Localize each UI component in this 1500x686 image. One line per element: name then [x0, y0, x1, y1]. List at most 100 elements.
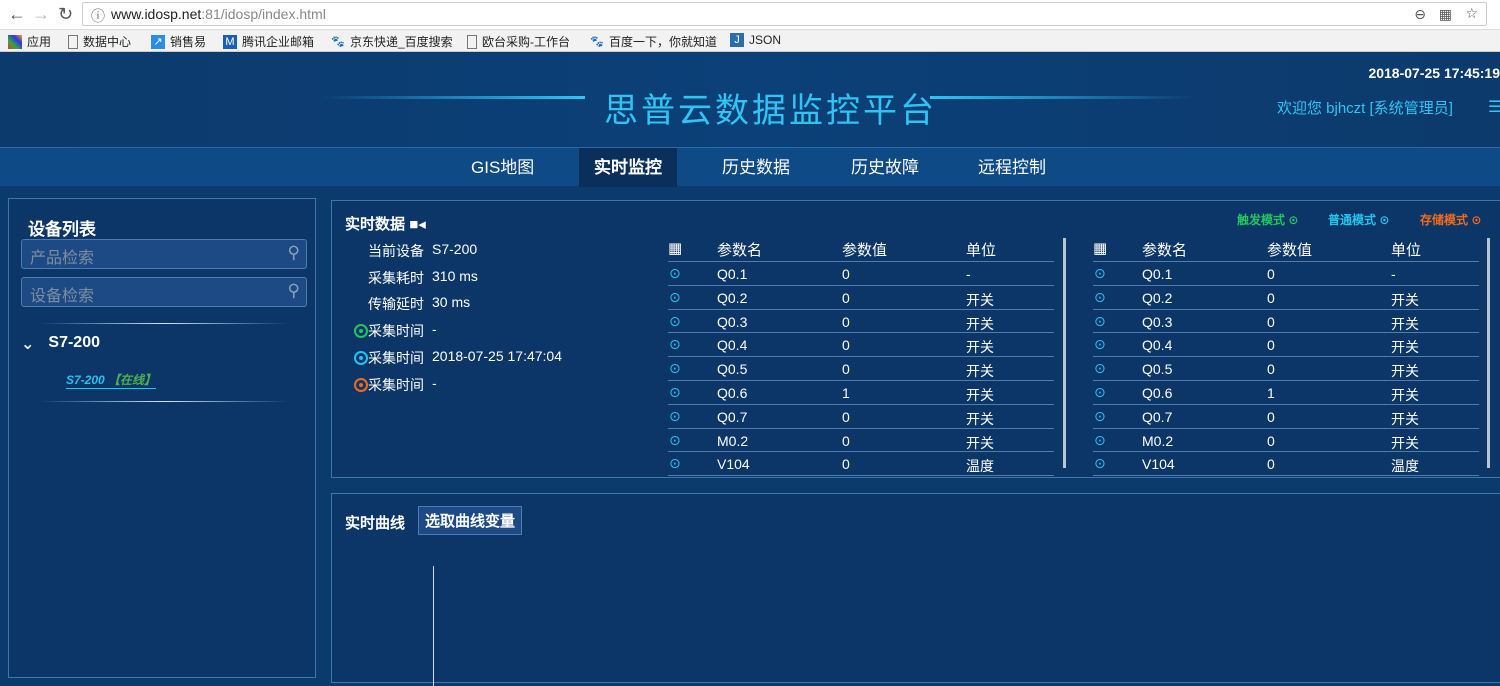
nav-gis-map[interactable]: GIS地图: [471, 158, 535, 177]
address-bar[interactable]: ⓘ www.idosp.net:81/idosp/index.html ⊖ ▦ …: [82, 2, 1487, 26]
param-value: 0: [842, 456, 850, 473]
url-host: www.idosp.net: [111, 6, 202, 22]
target-icon[interactable]: ⊙: [669, 455, 681, 472]
table-row[interactable]: ⊙ Q0.6 1 开关: [1093, 381, 1479, 405]
target-icon[interactable]: ⊙: [669, 407, 681, 424]
divider: [39, 323, 289, 324]
bookmark-item[interactable]: ↗ 销售易: [151, 33, 206, 50]
mode-trigger[interactable]: 触发模式 ⊙: [1237, 211, 1298, 228]
info-value: -: [432, 374, 437, 391]
param-name: M0.2: [717, 432, 749, 449]
status-dot-icon: [354, 377, 368, 392]
search-icon[interactable]: ⚲: [287, 281, 300, 300]
bookmark-label: 销售易: [170, 35, 207, 49]
forward-icon[interactable]: →: [32, 4, 50, 24]
col-value: 参数值: [842, 242, 888, 259]
target-icon[interactable]: ⊙: [669, 431, 681, 448]
reload-icon[interactable]: ↻: [58, 4, 74, 24]
table-row[interactable]: ⊙ Q0.5 0 开关: [1093, 357, 1479, 381]
param-value: 0: [1267, 337, 1275, 354]
param-value: 0: [842, 313, 850, 330]
table-row[interactable]: ⊙ M0.2 0 开关: [1093, 429, 1479, 453]
nav-history-data[interactable]: 历史数据: [722, 158, 790, 177]
welcome-user[interactable]: 欢迎您 bjhczt [系统管理员]: [1277, 100, 1453, 117]
mode-normal[interactable]: 普通模式 ⊙: [1328, 211, 1389, 228]
table-row[interactable]: ⊙ Q0.7 0 开关: [1093, 405, 1479, 429]
param-value: 0: [1267, 432, 1275, 449]
table-row[interactable]: ⊙ Q0.1 0 -: [1093, 262, 1479, 286]
target-icon[interactable]: ⊙: [1094, 360, 1106, 377]
table-row[interactable]: ⊙ Q0.4 0 开关: [1093, 333, 1479, 358]
grid-icon[interactable]: ▦: [1093, 240, 1108, 257]
target-icon[interactable]: ⊙: [1094, 265, 1106, 281]
zoom-icon[interactable]: ⊖: [1414, 6, 1426, 22]
param-unit: 开关: [1391, 339, 1419, 356]
param-unit: 开关: [966, 339, 994, 356]
nav-remote-control[interactable]: 远程控制: [978, 158, 1046, 177]
table-row[interactable]: ⊙ Q0.1 0 -: [668, 262, 1054, 286]
product-search-input[interactable]: 产品检索 ⚲: [21, 239, 307, 269]
target-icon[interactable]: ⊙: [1094, 383, 1106, 400]
table-row[interactable]: ⊙ V104 0 温度: [668, 452, 1054, 477]
bookmark-item[interactable]: M 腾讯企业邮箱: [223, 33, 314, 50]
star-icon[interactable]: ☆: [1465, 5, 1478, 21]
target-icon[interactable]: ⊙: [669, 336, 681, 353]
target-icon[interactable]: ⊙: [1094, 455, 1106, 472]
bookmark-label: JSON: [749, 33, 782, 47]
grid-icon[interactable]: ▦: [668, 240, 683, 257]
param-unit: 开关: [1391, 410, 1419, 427]
param-value: 1: [1267, 384, 1275, 401]
bookmark-label: 欧台采购-工作台: [482, 35, 570, 49]
param-name: V104: [1142, 456, 1175, 473]
mode-storage[interactable]: 存储模式 ⊙: [1420, 211, 1481, 228]
nav-history-faults[interactable]: 历史故障: [851, 158, 919, 177]
table-row[interactable]: ⊙ Q0.3 0 开关: [668, 310, 1054, 334]
device-search-input[interactable]: 设备检索 ⚲: [21, 277, 307, 307]
bookmark-item[interactable]: 🐾 百度一下，你就知道: [590, 33, 717, 50]
translate-icon[interactable]: ▦: [1438, 6, 1452, 22]
bookmark-item[interactable]: 数据中心: [68, 33, 131, 50]
table-row[interactable]: ⊙ Q0.5 0 开关: [668, 357, 1054, 381]
info-value: 310 ms: [432, 267, 478, 284]
bookmark-item[interactable]: 🐾 京东快递_百度搜索: [331, 33, 453, 50]
video-camera-icon[interactable]: ■◂: [409, 216, 426, 233]
target-icon[interactable]: ⊙: [1094, 288, 1106, 305]
menu-icon[interactable]: ☰: [1488, 99, 1500, 116]
target-icon[interactable]: ⊙: [669, 312, 681, 329]
device-list-panel: 设备列表 产品检索 ⚲ 设备检索 ⚲ ⌄ S7-200 S7-200 【在线】: [8, 198, 316, 678]
table-row[interactable]: ⊙ Q0.7 0 开关: [668, 405, 1054, 429]
target-icon[interactable]: ⊙: [1094, 431, 1106, 448]
table-row[interactable]: ⊙ Q0.4 0 开关: [668, 333, 1054, 358]
bookmark-apps[interactable]: 应用: [8, 33, 51, 50]
bookmark-item[interactable]: 欧台采购-工作台: [467, 33, 570, 50]
select-curve-variables-button[interactable]: 选取曲线变量: [418, 506, 523, 535]
table-row[interactable]: ⊙ Q0.6 1 开关: [668, 381, 1054, 405]
realtime-curve-panel: 实时曲线 选取曲线变量: [331, 493, 1500, 686]
target-icon[interactable]: ⊙: [1094, 336, 1106, 353]
param-unit: -: [1391, 266, 1396, 282]
device-item-s7-200[interactable]: S7-200 【在线】: [66, 371, 157, 389]
table-row[interactable]: ⊙ V104 0 温度: [1093, 452, 1479, 477]
back-icon[interactable]: ←: [8, 4, 26, 24]
target-icon[interactable]: ⊙: [1094, 312, 1106, 329]
app-header: 思普云数据监控平台 2018-07-25 17:45:19 欢迎您 bjhczt…: [0, 53, 1500, 147]
scrollbar[interactable]: [1063, 238, 1066, 468]
device-group-s7-200[interactable]: ⌄ S7-200: [21, 334, 100, 354]
search-icon[interactable]: ⚲: [287, 243, 300, 262]
scrollbar[interactable]: [1487, 238, 1490, 468]
table-row[interactable]: ⊙ Q0.2 0 开关: [1093, 286, 1479, 310]
table-row[interactable]: ⊙ Q0.2 0 开关: [668, 286, 1054, 310]
target-icon[interactable]: ⊙: [669, 360, 681, 377]
target-icon[interactable]: ⊙: [669, 383, 681, 400]
info-value: S7-200: [432, 241, 478, 257]
bookmark-label: 百度一下，你就知道: [609, 35, 718, 49]
target-icon[interactable]: ⊙: [1094, 407, 1106, 424]
param-value: 0: [842, 289, 850, 306]
table-row[interactable]: ⊙ M0.2 0 开关: [668, 429, 1054, 453]
bookmark-item[interactable]: J JSON: [730, 33, 781, 47]
target-icon[interactable]: ⊙: [669, 265, 681, 281]
target-icon[interactable]: ⊙: [669, 288, 681, 305]
nav-realtime-monitor[interactable]: 实时监控: [579, 148, 677, 187]
table-row[interactable]: ⊙ Q0.3 0 开关: [1093, 310, 1479, 334]
status-dot-icon: [354, 350, 368, 365]
